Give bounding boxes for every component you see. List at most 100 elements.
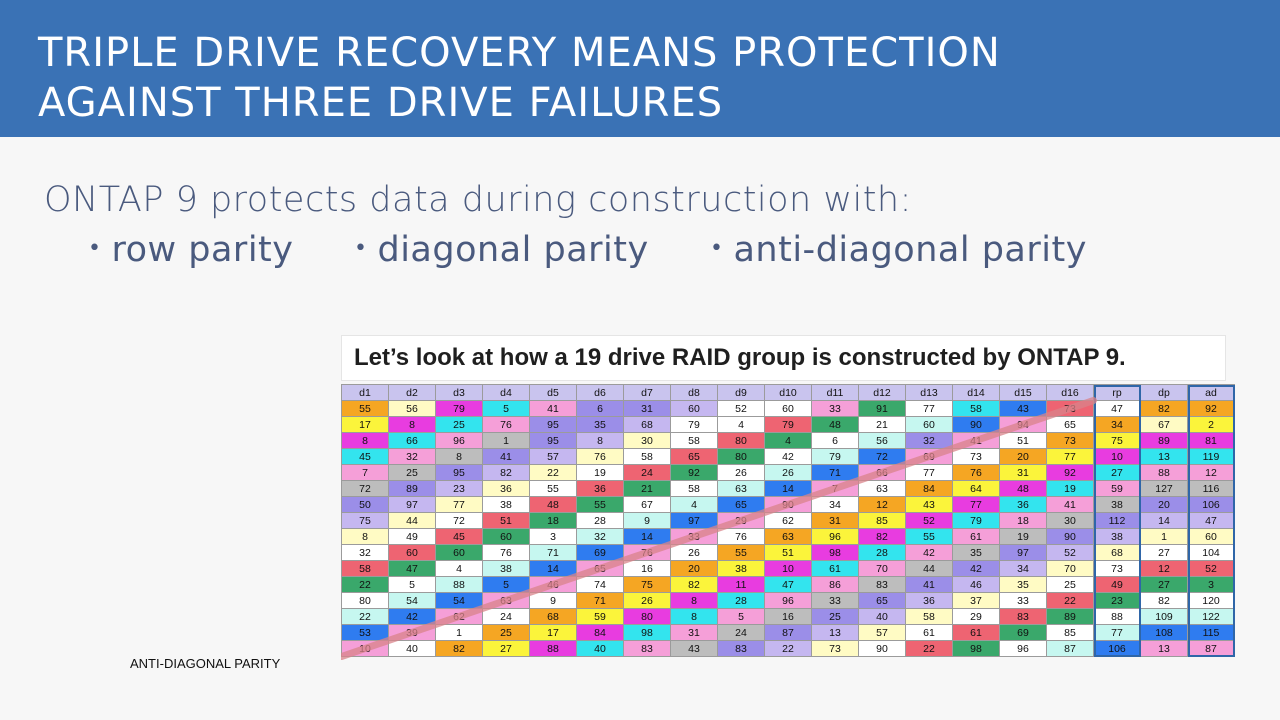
table-cell: 31 (811, 512, 859, 529)
table-cell: 70 (858, 560, 906, 577)
table-cell: 59 (1093, 480, 1141, 497)
bullet-dot-icon: • (710, 236, 724, 261)
table-cell: 75 (341, 512, 389, 529)
table-cell: 48 (999, 480, 1047, 497)
table-cell: 76 (482, 416, 530, 433)
table-cell: 79 (811, 448, 859, 465)
table-cell: 38 (482, 496, 530, 513)
table-cell: 106 (1187, 496, 1235, 513)
table-cell: 88 (1140, 464, 1188, 481)
table-cell: 40 (388, 640, 436, 657)
table-cell: 72 (341, 480, 389, 497)
table-cell: 96 (435, 432, 483, 449)
table-cell: 25 (435, 416, 483, 433)
table-cell: 27 (1093, 464, 1141, 481)
table-cell: 42 (388, 608, 436, 625)
column-header-d3: d3 (435, 384, 483, 401)
table-cell: 24 (717, 624, 765, 641)
column-header-d6: d6 (576, 384, 624, 401)
table-cell: 21 (858, 416, 906, 433)
table-cell: 90 (764, 496, 812, 513)
table-cell: 45 (435, 528, 483, 545)
table-cell: 76 (482, 544, 530, 561)
table-cell: 96 (999, 640, 1047, 657)
table-cell: 4 (764, 432, 812, 449)
table-cell: 4 (670, 496, 718, 513)
table-cell: 8 (341, 528, 389, 545)
table-cell: 33 (999, 592, 1047, 609)
table-cell: 116 (1187, 480, 1235, 497)
table-cell: 90 (1046, 528, 1094, 545)
column-header-d11: d11 (811, 384, 859, 401)
table-cell: 32 (576, 528, 624, 545)
table-cell: 55 (576, 496, 624, 513)
table-cell: 66 (388, 432, 436, 449)
table-cell: 8 (576, 432, 624, 449)
table-cell: 92 (1046, 464, 1094, 481)
column-header-d4: d4 (482, 384, 530, 401)
table-cell: 95 (529, 432, 577, 449)
table-cell: 20 (670, 560, 718, 577)
table-cell: 26 (717, 464, 765, 481)
table-cell: 87 (764, 624, 812, 641)
column-header-d10: d10 (764, 384, 812, 401)
raid-group-table-container: d1 d2 d3 d4 d5 d6 d7 d8 d9 d10 d11 d12 d13 d14 d15 d16 r… (341, 384, 1235, 672)
table-cell: 18 (999, 512, 1047, 529)
table-cell: 112 (1093, 512, 1141, 529)
table-cell: 42 (952, 560, 1000, 577)
table-cell: 115 (1187, 624, 1235, 641)
table-cell: 92 (1187, 400, 1235, 417)
table-cell: 108 (1140, 624, 1188, 641)
table-cell: 33 (670, 528, 718, 545)
table-cell: 32 (388, 448, 436, 465)
table-cell: 47 (764, 576, 812, 593)
table-cell: 14 (1140, 512, 1188, 529)
column-header-d9: d9 (717, 384, 765, 401)
table-cell: 24 (623, 464, 671, 481)
table-cell: 34 (999, 560, 1047, 577)
table-cell: 10 (341, 640, 389, 657)
table-cell: 73 (1093, 560, 1141, 577)
table-cell: 34 (811, 496, 859, 513)
table-cell: 28 (717, 592, 765, 609)
table-cell: 65 (670, 448, 718, 465)
table-cell: 51 (764, 544, 812, 561)
table-cell: 61 (811, 560, 859, 577)
table-cell: 7 (341, 464, 389, 481)
table-cell: 30 (623, 432, 671, 449)
table-cell: 61 (905, 624, 953, 641)
table-cell: 49 (388, 528, 436, 545)
table-cell: 48 (529, 496, 577, 513)
table-cell: 97 (388, 496, 436, 513)
table-cell: 21 (623, 480, 671, 497)
table-cell: 90 (858, 640, 906, 657)
table-cell: 76 (576, 448, 624, 465)
table-cell: 52 (1046, 544, 1094, 561)
table-cell: 26 (623, 592, 671, 609)
table-cell: 77 (1046, 448, 1094, 465)
table-cell: 44 (905, 560, 953, 577)
table-cell: 58 (952, 400, 1000, 417)
table-cell: 35 (999, 576, 1047, 593)
table-cell: 5 (482, 400, 530, 417)
table-cell: 98 (952, 640, 1000, 657)
table-cell: 4 (717, 416, 765, 433)
table-row: 50 97 77 38 48 55 67 4 65 90 34 12 43 77 36 41 38 20 106 (341, 496, 1235, 513)
table-cell: 89 (1140, 432, 1188, 449)
table-cell: 50 (341, 496, 389, 513)
table-cell: 22 (341, 576, 389, 593)
table-cell: 63 (717, 480, 765, 497)
table-cell: 55 (905, 528, 953, 545)
table-cell: 19 (1046, 480, 1094, 497)
table-cell: 87 (1187, 640, 1235, 657)
table-row: 45 32 8 41 57 76 58 65 80 42 79 72 69 73 20 77 10 13 119 (341, 448, 1235, 465)
table-cell: 68 (529, 608, 577, 625)
table-cell: 31 (623, 400, 671, 417)
table-cell: 60 (670, 400, 718, 417)
table-cell: 87 (1046, 640, 1094, 657)
table-cell: 97 (670, 512, 718, 529)
table-cell: 84 (576, 624, 624, 641)
table-cell: 28 (576, 512, 624, 529)
column-header-d12: d12 (858, 384, 906, 401)
table-cell: 62 (435, 608, 483, 625)
